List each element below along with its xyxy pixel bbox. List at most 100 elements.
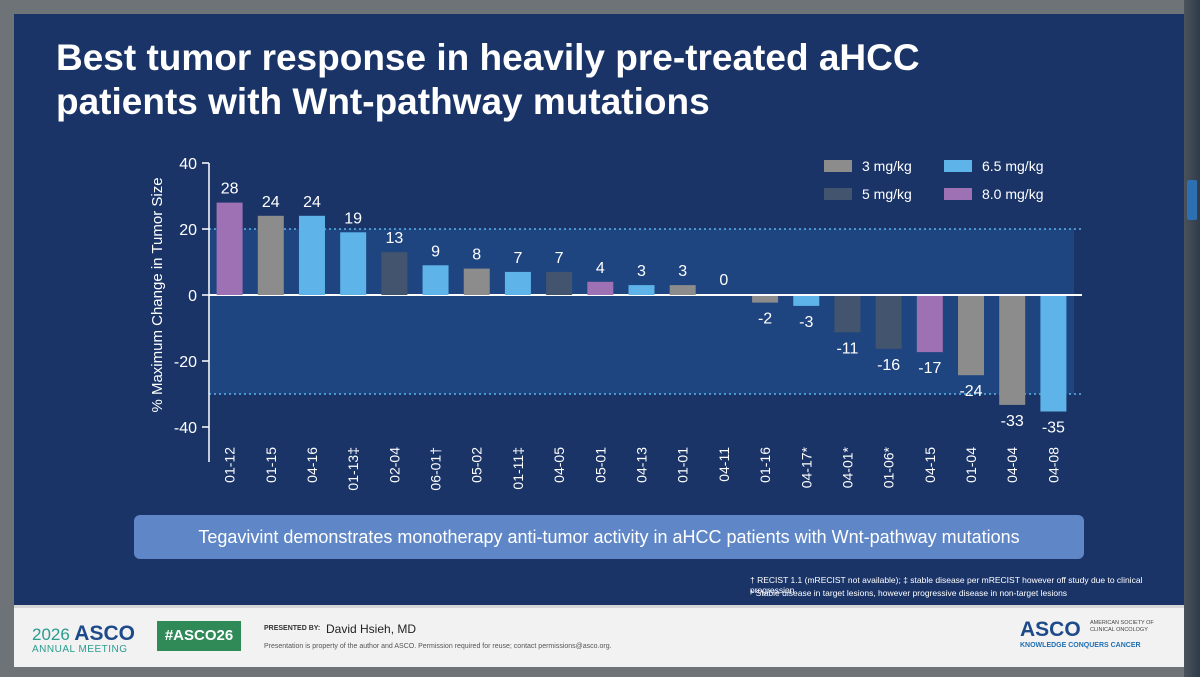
category-label: 04-13 [634, 447, 650, 483]
slide: Best tumor response in heavily pre-treat… [14, 14, 1184, 667]
data-label: -35 [1042, 420, 1065, 437]
category-label: 04-08 [1045, 447, 1061, 483]
bar-05-02 [463, 268, 490, 295]
y-tick-label: -40 [174, 420, 197, 437]
data-label: 24 [262, 194, 280, 211]
legend-label: 6.5 mg/kg [982, 158, 1043, 174]
bar-02-04 [381, 252, 408, 295]
presenter-name: David Hsieh, MD [326, 622, 417, 636]
chart-bands [209, 228, 1082, 395]
legend-label: 3 mg/kg [862, 158, 912, 174]
y-axis-label: % Maximum Change in Tumor Size [149, 177, 166, 412]
data-label: 9 [431, 243, 440, 260]
legend-label: 5 mg/kg [862, 186, 912, 202]
category-label: 01-15 [263, 447, 279, 483]
category-label: 01-16 [757, 447, 773, 483]
screen-edge [1184, 0, 1200, 677]
category-label: 04-01* [839, 446, 855, 488]
category-label: 01-11‡ [510, 447, 526, 490]
legend-label: 8.0 mg/kg [982, 186, 1043, 202]
data-label: 24 [303, 194, 321, 211]
category-label: 01-12 [222, 447, 238, 483]
footer-divider [14, 605, 1184, 608]
bar-04-05 [546, 271, 573, 295]
bar-05-01 [587, 281, 614, 295]
chart-bars: 2801-122401-152404-161901-13‡1302-04906-… [216, 181, 1067, 491]
category-label: 04-11 [716, 447, 732, 482]
data-label: -11 [836, 340, 858, 357]
bar-01-04 [958, 296, 985, 376]
legend-swatch [824, 188, 852, 200]
asco-tagline: KNOWLEDGE CONQUERS CANCER [1020, 642, 1141, 649]
category-label: 04-05 [551, 447, 567, 483]
y-tick-label: 20 [179, 222, 197, 239]
category-label: 06-01† [428, 447, 444, 491]
y-tick-label: 40 [179, 156, 197, 173]
meeting-subtitle: ANNUAL MEETING [32, 644, 128, 655]
presented-by-label: PRESENTED BY: [264, 625, 321, 632]
category-label: 04-04 [1004, 447, 1020, 483]
annual-meeting-logo: 2026 ASCO ANNUAL MEETING [32, 622, 135, 655]
data-label: 28 [221, 181, 239, 198]
asco-logo: ASCO AMERICAN SOCIETY OF CLINICAL ONCOLO… [1020, 618, 1154, 649]
title-line-2: patients with Wnt-pathway mutations [56, 81, 710, 122]
hashtag-badge: #ASCO26 [157, 621, 241, 651]
meeting-year: 2026 [32, 625, 70, 644]
bar-01-11‡ [504, 271, 531, 295]
bar-04-01* [834, 296, 861, 333]
bar-01-13‡ [340, 232, 367, 295]
bar-01-12 [216, 202, 243, 295]
data-label: 4 [596, 260, 605, 277]
legend-swatch [944, 188, 972, 200]
data-label: 7 [513, 250, 522, 267]
category-label: 04-17* [798, 446, 814, 488]
edge-accent [1187, 180, 1197, 220]
chart-legend: 3 mg/kg 6.5 mg/kg 5 mg/kg 8.0 mg/kg [824, 158, 1043, 202]
bar-04-08 [1040, 296, 1067, 412]
category-label: 05-01 [592, 447, 608, 483]
copyright-disclaimer: Presentation is property of the author a… [264, 643, 612, 650]
stable-disease-band [209, 229, 1074, 394]
data-label: 19 [344, 210, 362, 227]
asco-logo-text: ASCO [1020, 618, 1081, 641]
bar-01-06* [875, 296, 902, 349]
bar-04-15 [916, 296, 943, 353]
society-name: AMERICAN SOCIETY OF CLINICAL ONCOLOGY [1090, 620, 1154, 633]
slide-title: Best tumor response in heavily pre-treat… [56, 36, 1156, 124]
bar-01-01 [669, 285, 696, 295]
bar-04-13 [628, 285, 655, 295]
legend-swatch [944, 160, 972, 172]
category-label: 02-04 [386, 447, 402, 483]
data-label: -17 [918, 360, 941, 377]
data-label: 8 [472, 247, 481, 264]
bar-01-16 [752, 296, 779, 303]
data-label: -24 [959, 383, 982, 400]
tumor-response-chart: 40 20 0 -20 -40 % Maximum Change in Tumor Siz… [149, 156, 1082, 491]
data-label: 3 [678, 263, 687, 280]
category-label: 01-04 [963, 447, 979, 483]
footer: 2026 ASCO ANNUAL MEETING #ASCO26 PRESENT… [14, 605, 1184, 667]
bar-01-15 [257, 215, 284, 295]
data-label: 0 [719, 272, 728, 289]
data-label: 3 [637, 263, 646, 280]
y-tick-label: -20 [174, 354, 197, 371]
footnote-stable-disease: * Stable disease in target lesions, howe… [750, 588, 1068, 598]
category-label: 01-13‡ [345, 447, 361, 491]
bar-04-16 [298, 215, 325, 295]
data-label: -16 [877, 357, 900, 374]
meeting-org: ASCO [74, 622, 135, 645]
footnote-recist: † RECIST 1.1 (mRECIST not available); ‡ … [750, 575, 1143, 595]
bar-04-17* [793, 296, 820, 306]
legend-swatch [824, 160, 852, 172]
title-line-1: Best tumor response in heavily pre-treat… [56, 37, 920, 78]
data-label: -3 [799, 314, 813, 331]
category-label: 04-15 [922, 447, 938, 483]
data-label: -33 [1001, 413, 1024, 430]
category-label: 01-01 [675, 447, 691, 483]
category-label: 04-16 [304, 447, 320, 483]
category-label: 01-06* [881, 446, 897, 488]
data-label: 13 [385, 230, 403, 247]
bar-06-01† [422, 265, 449, 295]
data-label: 7 [555, 250, 564, 267]
data-label: -2 [758, 311, 772, 328]
